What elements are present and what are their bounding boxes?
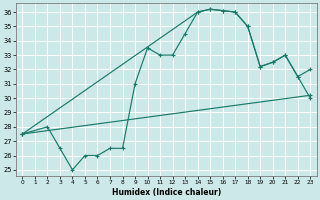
X-axis label: Humidex (Indice chaleur): Humidex (Indice chaleur) xyxy=(112,188,221,197)
